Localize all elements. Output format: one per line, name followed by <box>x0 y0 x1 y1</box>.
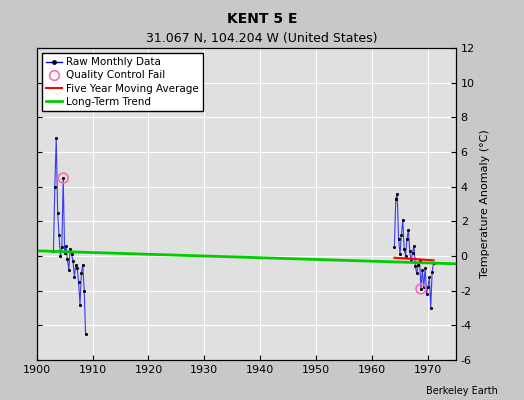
Text: KENT 5 E: KENT 5 E <box>227 12 297 26</box>
Point <box>390 244 399 250</box>
Point <box>56 253 64 259</box>
Point <box>406 248 414 254</box>
Text: 31.067 N, 104.204 W (United States): 31.067 N, 104.204 W (United States) <box>146 32 378 45</box>
Point <box>73 265 81 271</box>
Legend: Raw Monthly Data, Quality Control Fail, Five Year Moving Average, Long-Term Tren: Raw Monthly Data, Quality Control Fail, … <box>42 53 203 111</box>
Point <box>53 210 62 216</box>
Point <box>393 190 401 197</box>
Point <box>411 263 420 270</box>
Point <box>404 227 412 233</box>
Point <box>412 270 421 276</box>
Point <box>79 262 87 268</box>
Point <box>49 248 58 254</box>
Point <box>427 305 435 311</box>
Point <box>74 279 83 285</box>
Point <box>52 135 60 141</box>
Point <box>60 249 69 256</box>
Point <box>396 251 404 258</box>
Point <box>81 331 90 337</box>
Point <box>58 244 66 250</box>
Point <box>80 288 89 294</box>
Point <box>403 236 411 242</box>
Point <box>59 175 68 181</box>
Point <box>408 249 417 256</box>
Y-axis label: Temperature Anomaly (°C): Temperature Anomaly (°C) <box>481 130 490 278</box>
Point <box>420 284 428 290</box>
Point <box>428 268 436 275</box>
Point <box>64 267 73 273</box>
Point <box>425 274 433 280</box>
Point <box>417 286 425 292</box>
Point <box>62 242 70 249</box>
Point <box>410 242 418 249</box>
Point <box>68 251 76 258</box>
Point <box>77 270 85 276</box>
Point <box>51 184 59 190</box>
Point <box>76 301 84 308</box>
Point <box>401 253 410 259</box>
Point <box>63 256 72 263</box>
Point <box>399 216 407 223</box>
Point <box>395 236 403 242</box>
Point <box>72 262 80 268</box>
Point <box>422 291 431 297</box>
Point <box>417 286 425 292</box>
Text: Berkeley Earth: Berkeley Earth <box>426 386 498 396</box>
Point <box>424 284 432 290</box>
Point <box>70 274 79 280</box>
Point <box>59 175 68 181</box>
Point <box>69 258 77 264</box>
Point <box>421 265 429 271</box>
Point <box>400 246 408 252</box>
Point <box>429 260 438 266</box>
Point <box>391 196 400 202</box>
Point <box>416 258 424 264</box>
Point <box>414 262 422 268</box>
Point <box>407 258 416 264</box>
Point <box>418 267 427 273</box>
Point <box>397 232 406 238</box>
Point <box>55 232 63 238</box>
Point <box>66 246 74 252</box>
